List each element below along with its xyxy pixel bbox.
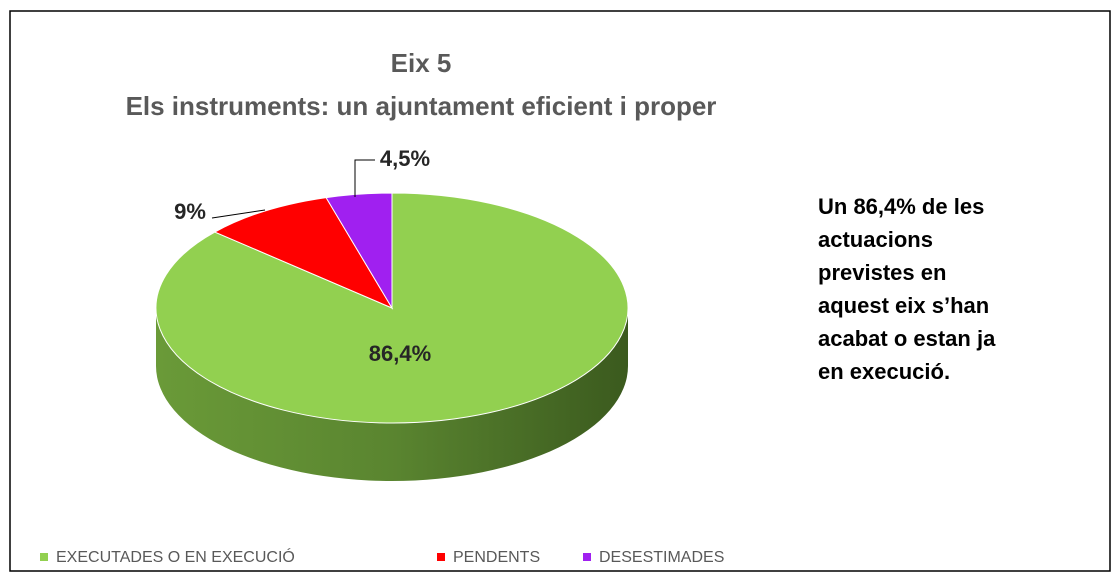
leader-line	[354, 159, 375, 197]
chart-title: Eix 5	[391, 48, 452, 78]
legend-label: EXECUTADES O EN EXECUCIÓ	[56, 547, 295, 566]
data-label: 86,4%	[369, 341, 431, 366]
pie-side	[156, 308, 628, 481]
legend-swatch	[437, 553, 445, 561]
leader-line	[211, 209, 266, 219]
data-label: 9%	[174, 199, 206, 224]
legend-swatch	[40, 553, 48, 561]
legend-swatch	[583, 553, 591, 561]
annotation: Un 86,4% de les actuacions previstes en …	[818, 194, 996, 384]
data-label: 4,5%	[380, 146, 430, 171]
pie-slice	[213, 197, 394, 310]
pie-slice	[325, 192, 393, 310]
legend-label: DESESTIMADES	[599, 549, 724, 566]
chart-subtitle: Els instruments: un ajuntament eficient …	[126, 91, 717, 121]
legend-label: PENDENTS	[453, 549, 540, 566]
